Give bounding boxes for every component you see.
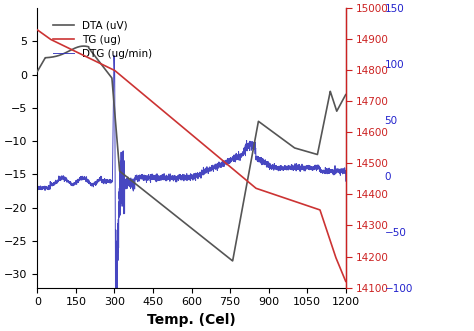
- DTA (uV): [81, 44, 86, 48]
- TG (ug): [337, 265, 343, 269]
- DTA (uV): [230, 259, 236, 263]
- DTG (ug/min): [35, 185, 40, 189]
- TG (ug): [166, 114, 172, 118]
- Legend: DTA (uV), TG (ug), DTG (ug/min): DTA (uV), TG (ug), DTG (ug/min): [49, 16, 156, 63]
- DTA (uV): [153, 198, 159, 202]
- Line: DTA (uV): DTA (uV): [37, 46, 346, 261]
- DTG (ug/min): [304, 164, 310, 168]
- DTG (ug/min): [88, 183, 94, 187]
- DTA (uV): [343, 93, 348, 97]
- DTA (uV): [70, 47, 75, 51]
- TG (ug): [70, 48, 75, 52]
- DTA (uV): [166, 209, 172, 213]
- DTG (ug/min): [343, 179, 348, 183]
- Line: DTG (ug/min): DTG (ug/min): [37, 55, 346, 306]
- TG (ug): [35, 28, 40, 32]
- X-axis label: Temp. (Cel): Temp. (Cel): [147, 313, 236, 327]
- TG (ug): [343, 279, 348, 283]
- DTG (ug/min): [70, 182, 75, 186]
- DTA (uV): [88, 49, 94, 53]
- TG (ug): [88, 57, 94, 61]
- DTA (uV): [304, 149, 310, 153]
- DTG (ug/min): [111, 53, 117, 57]
- DTA (uV): [337, 104, 343, 108]
- DTG (ug/min): [153, 177, 159, 181]
- DTG (ug/min): [337, 168, 343, 172]
- TG (ug): [303, 203, 309, 207]
- TG (ug): [153, 103, 158, 107]
- DTA (uV): [35, 70, 40, 73]
- DTG (ug/min): [166, 175, 172, 179]
- Line: TG (ug): TG (ug): [37, 30, 346, 281]
- DTG (ug/min): [113, 304, 118, 307]
